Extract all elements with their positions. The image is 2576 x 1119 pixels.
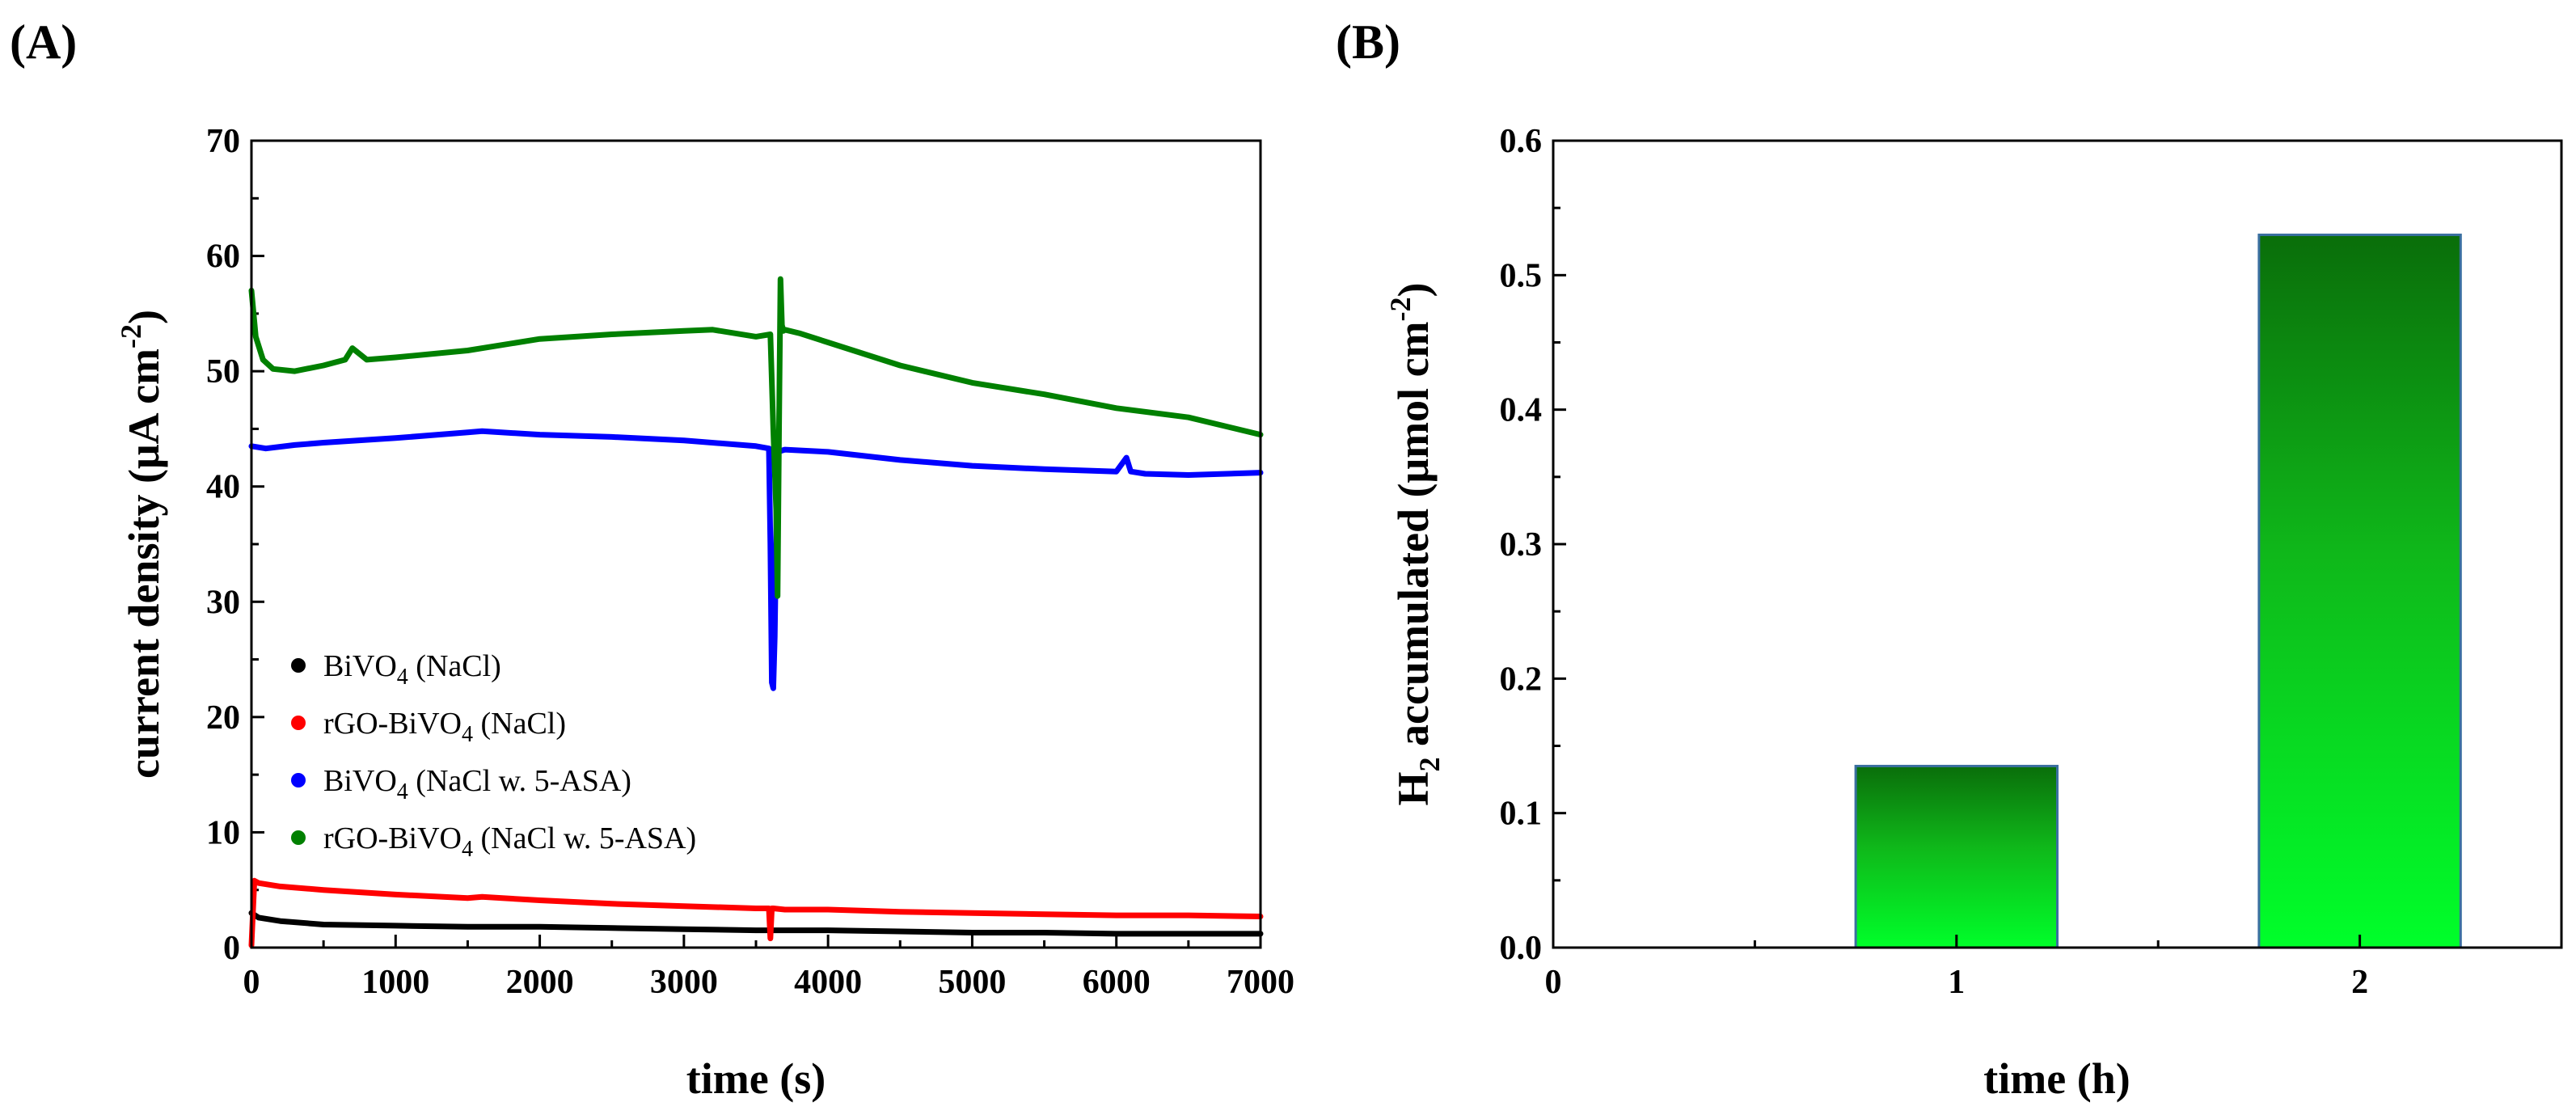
panel-b-y-axis-title-main: H <box>1389 771 1438 805</box>
legend-marker-red <box>291 716 306 730</box>
panel-b-y-axis-title: H2 accumulated (μmol cm-2) <box>1384 283 1446 806</box>
panel-a-y-tick-label: 20 <box>206 699 240 737</box>
panel-b-h2-accumulated-chart: (B) 0 1 20.00.10.20.30.40.50.6 time (h) H2… <box>1336 15 2563 1103</box>
panel-a-y-axis-title-main: current density (μA cm <box>120 348 168 779</box>
panel-a-current-density-chart: (A) 0 1000 2000 3000 4000 5000 6000 7000 0 10 20 30… <box>10 15 1294 1103</box>
panel-a-label: (A) <box>10 15 77 69</box>
panel-a-x-tick-label: 0 <box>243 964 260 1001</box>
panel-a-x-tick-label: 4000 <box>794 964 862 1001</box>
panel-a-y-tick-label: 50 <box>206 353 240 391</box>
panel-a-series <box>248 276 1264 948</box>
panel-a-plot-frame <box>250 139 1262 949</box>
series-line-blue <box>248 428 1264 691</box>
legend-marker-black <box>291 658 306 673</box>
panel-a-ticks: 0 1000 2000 3000 4000 5000 6000 7000 0 10 20 30 40 50… <box>206 123 1294 1001</box>
panel-b-ticks: 0 1 2 0.0 0.1 0.2 0.3 0.4 0.5 0.6 <box>1500 123 2369 1001</box>
legend-label-blue: BiVO4 (NaCl w. 5-ASA) <box>323 764 631 804</box>
panel-a-y-tick-label: 70 <box>206 123 240 160</box>
panel-a-y-tick-label: 0 <box>223 930 240 967</box>
panel-b-y-axis-title-close: ) <box>1389 283 1438 298</box>
legend-marker-green <box>291 830 306 845</box>
series-line-black <box>248 910 1264 937</box>
panel-a-x-tick-label: 1000 <box>361 964 429 1001</box>
panel-b-y-tick-label: 0.6 <box>1500 123 1543 160</box>
panel-a-x-tick-label: 6000 <box>1083 964 1151 1001</box>
panel-a-y-axis-title-sup: -2 <box>115 324 147 348</box>
panel-b-y-tick-label: 0.1 <box>1500 796 1543 833</box>
panel-a-x-tick-label: 2000 <box>506 964 574 1001</box>
panel-b-x-tick-label: 0 <box>1545 964 1562 1001</box>
panel-a-y-tick-label: 30 <box>206 584 240 621</box>
panel-b-y-tick-label: 0.4 <box>1500 392 1543 429</box>
panel-b-y-axis-title-sub: 2 <box>1413 757 1446 771</box>
panel-a-y-tick-label: 60 <box>206 239 240 276</box>
panel-b-y-tick-label: 0.0 <box>1500 930 1543 967</box>
panel-a-y-axis-title-close: ) <box>120 310 168 324</box>
panel-a-y-axis-title: current density (μA cm-2) <box>115 310 168 779</box>
legend-marker-blue <box>291 773 306 788</box>
panel-a-y-tick-label: 40 <box>206 469 240 506</box>
legend-label-green: rGO-BiVO4 (NaCl w. 5-ASA) <box>323 821 696 862</box>
panel-b-x-tick-label: 1 <box>1948 964 1965 1001</box>
panel-a-legend: BiVO4 (NaCl) rGO-BiVO4 (NaCl) BiVO4 (NaCl … <box>291 649 696 862</box>
bar-2h <box>2257 233 2462 949</box>
panel-a-x-tick-label: 5000 <box>938 964 1006 1001</box>
panel-a-x-tick-label: 3000 <box>650 964 718 1001</box>
panel-b-y-tick-label: 0.3 <box>1500 526 1543 564</box>
panel-b-x-tick-label: 2 <box>2351 964 2368 1001</box>
legend-label-red: rGO-BiVO4 (NaCl) <box>323 707 566 747</box>
panel-b-y-tick-label: 0.2 <box>1500 661 1543 698</box>
panel-b-y-axis-title-rest: accumulated (μmol cm <box>1389 321 1438 757</box>
series-line-red <box>248 877 1264 948</box>
panel-b-bars <box>1854 233 2462 949</box>
panel-a-x-tick-label: 7000 <box>1227 964 1294 1001</box>
panel-a-x-axis-title: time (s) <box>686 1054 826 1103</box>
panel-b-plot-frame <box>1552 139 2563 949</box>
panel-a-y-tick-label: 10 <box>206 814 240 851</box>
series-line-green <box>248 276 1264 599</box>
panel-b-label: (B) <box>1336 15 1400 69</box>
legend-label-black: BiVO4 (NaCl) <box>323 649 501 690</box>
bar-1h <box>1854 764 2059 949</box>
panel-b-y-tick-label: 0.5 <box>1500 257 1543 294</box>
panel-b-y-axis-title-sup: -2 <box>1384 297 1417 321</box>
panel-b-x-axis-title: time (h) <box>1983 1054 2130 1103</box>
